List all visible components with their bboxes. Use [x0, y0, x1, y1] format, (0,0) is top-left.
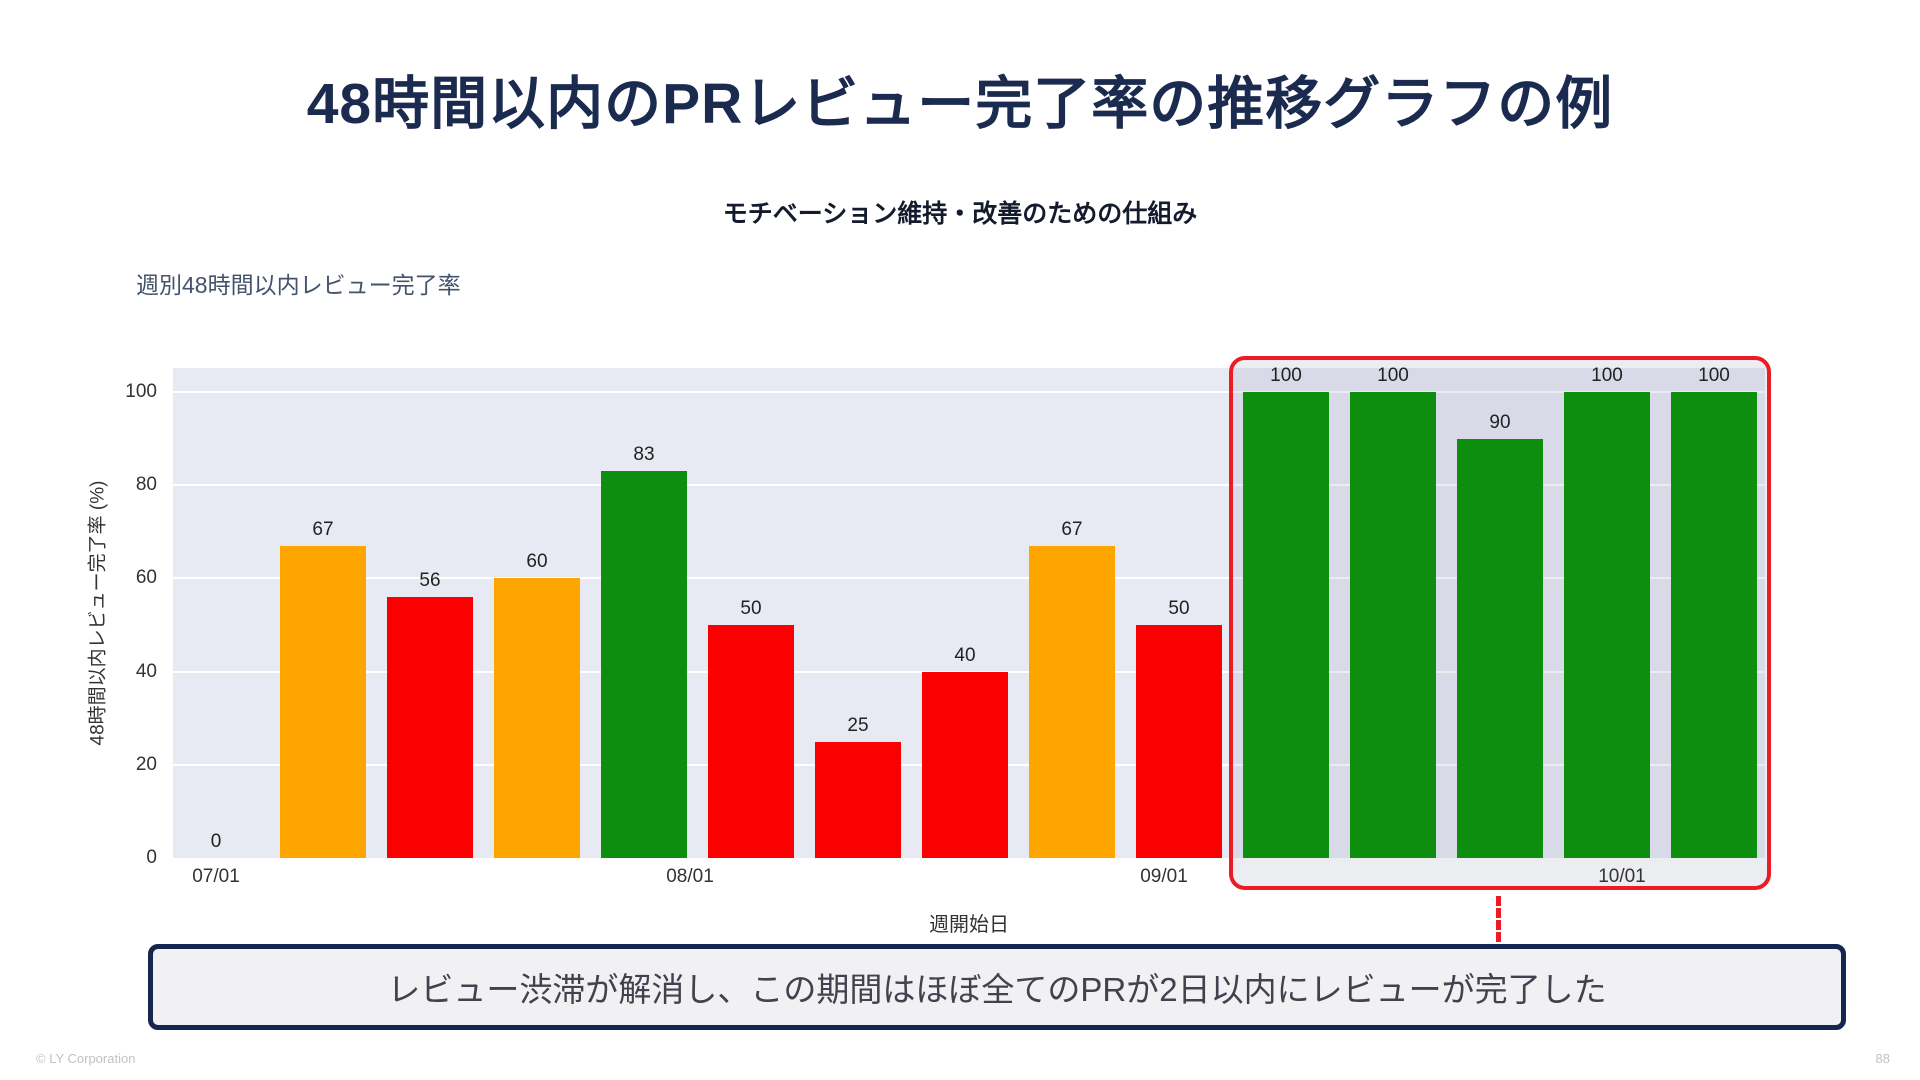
bar: [1671, 392, 1757, 858]
y-tick-label: 60: [135, 567, 157, 589]
y-tick-label: 100: [125, 381, 157, 402]
bar-value-label: 67: [312, 518, 334, 540]
y-tick-label: 80: [135, 474, 157, 496]
callout-connector-line: [1496, 896, 1501, 942]
bar-value-label: 83: [633, 444, 655, 466]
x-tick-label: 07/01: [192, 866, 240, 887]
page-number: 88: [1875, 1051, 1890, 1066]
gridline: [173, 391, 1765, 393]
bar-value-label: 60: [526, 551, 548, 573]
bar: [1136, 625, 1222, 858]
bar-value-label: 100: [1698, 365, 1730, 386]
x-axis-label: 週開始日: [929, 914, 1009, 936]
bar-value-label: 50: [740, 598, 762, 619]
bar: [1457, 438, 1543, 858]
x-tick-label: 09/01: [1140, 866, 1188, 887]
page-subtitle: モチベーション維持・改善のための仕組み: [722, 200, 1198, 228]
bar: [922, 671, 1008, 858]
x-tick-label: 08/01: [666, 866, 714, 887]
footer-copyright: © LY Corporation: [36, 1051, 136, 1066]
bar-value-label: 0: [210, 831, 222, 852]
bar: [708, 625, 794, 858]
bar: [1350, 392, 1436, 858]
bar: [387, 597, 473, 858]
bar: [601, 471, 687, 858]
plot-area: 0 20 40 60 80 100 0 67 56 60 83 50 25 40 67 50 100 100 90 1…: [125, 356, 1771, 890]
bar-value-label: 100: [1591, 365, 1623, 386]
bar: [1243, 392, 1329, 858]
bar-value-label: 56: [419, 570, 441, 592]
bar-value-label: 40: [954, 644, 976, 666]
bar: [280, 545, 366, 858]
bar-value-label: 50: [1168, 598, 1190, 619]
chart-title: 週別48時間以内レビュー完了率: [136, 272, 461, 298]
callout-box: レビュー渋滞が解消し、この期間はほぼ全てのPRが2日以内にレビューが完了した: [148, 944, 1846, 1030]
gridline: [173, 577, 1765, 580]
bar-value-label: 67: [1061, 518, 1083, 540]
bar-chart: 48時間以内レビュー完了率 (%) 0 20 40 60 80 100 0 67 56 60 83 5…: [88, 356, 1771, 936]
bar-value-label: 25: [847, 714, 869, 736]
y-tick-label: 40: [135, 660, 157, 682]
bar: [815, 741, 901, 858]
bar: [1564, 392, 1650, 858]
bar-value-label: 90: [1489, 411, 1511, 433]
y-tick-label: 0: [146, 847, 157, 868]
gridline: [173, 484, 1765, 487]
bar: [1029, 545, 1115, 858]
bar-value-label: 100: [1270, 365, 1302, 386]
bar: [494, 578, 580, 858]
y-tick-label: 20: [135, 753, 157, 775]
x-tick-label: 10/01: [1598, 866, 1646, 887]
y-axis-label: 48時間以内レビュー完了率 (%): [87, 480, 109, 746]
callout-text: レビュー渋滞が解消し、この期間はほぼ全てのPRが2日以内にレビューが完了した: [387, 971, 1607, 1008]
bar-value-label: 100: [1377, 365, 1409, 386]
page-title: 48時間以内のPRレビュー完了率の推移グラフの例: [306, 72, 1614, 136]
